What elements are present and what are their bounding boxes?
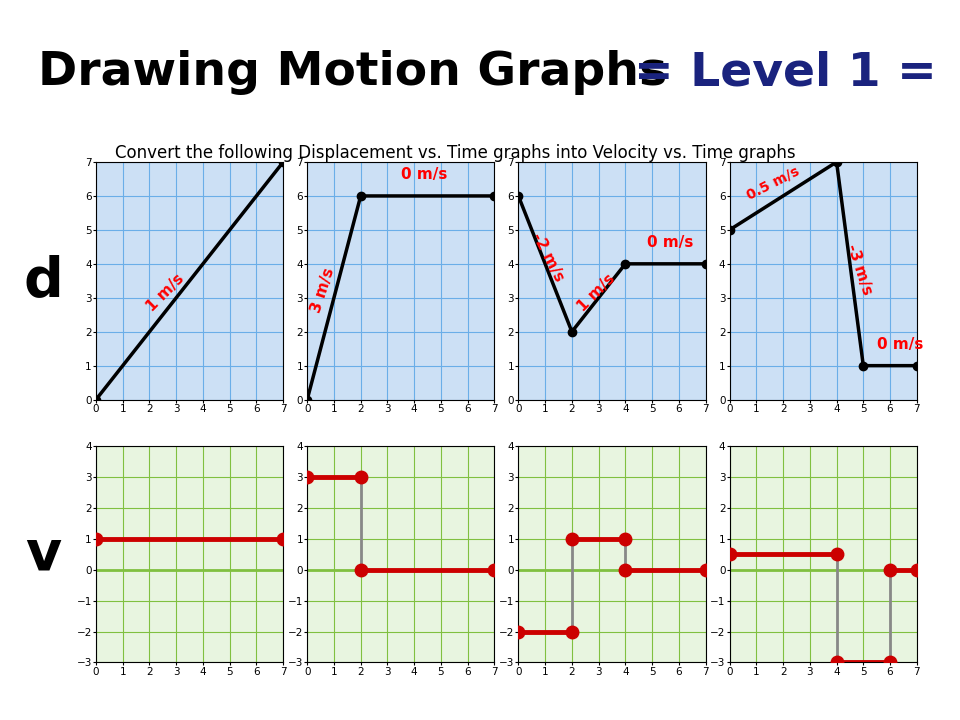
Text: 1 m/s: 1 m/s: [144, 271, 187, 315]
Text: 0 m/s: 0 m/s: [876, 337, 924, 352]
Text: = Level 1 =: = Level 1 =: [634, 50, 936, 95]
Text: 1 m/s: 1 m/s: [575, 271, 618, 315]
Text: v: v: [25, 527, 61, 582]
Text: Convert the following Displacement vs. Time graphs into Velocity vs. Time graphs: Convert the following Displacement vs. T…: [115, 144, 796, 162]
Text: d: d: [23, 254, 63, 308]
Text: 0 m/s: 0 m/s: [401, 167, 447, 182]
Text: 0.5 m/s: 0.5 m/s: [745, 164, 802, 203]
Text: -2 m/s: -2 m/s: [529, 230, 566, 284]
Text: 3 m/s: 3 m/s: [309, 266, 338, 315]
Text: -3 m/s: -3 m/s: [845, 242, 876, 297]
Text: 0 m/s: 0 m/s: [647, 235, 693, 251]
Text: Drawing Motion Graphs: Drawing Motion Graphs: [38, 50, 667, 95]
